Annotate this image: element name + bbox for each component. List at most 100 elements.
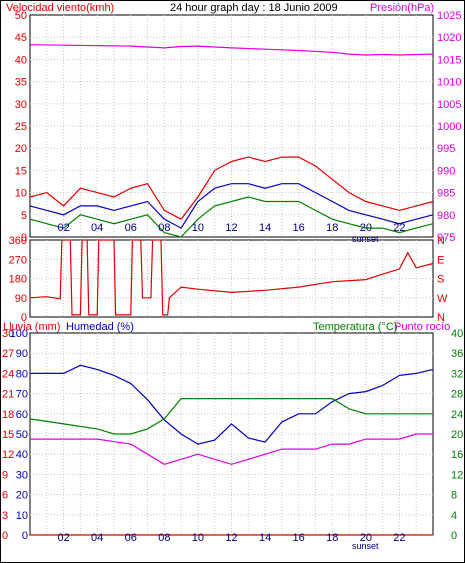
hour-tick-top: 18 xyxy=(326,222,338,234)
hour-tick-top: 04 xyxy=(91,222,103,234)
pressure-tick: 1005 xyxy=(437,99,461,111)
rain-tick: 30 xyxy=(2,328,14,340)
rain-tick: 18 xyxy=(2,409,14,421)
humidity-tick: 60 xyxy=(16,409,28,421)
humidity-tick: 0 xyxy=(22,530,28,542)
wind-speed-tick: 50 xyxy=(15,10,27,22)
wind-speed-tick: 0 xyxy=(21,232,27,244)
pressure-tick: 975 xyxy=(437,232,455,244)
hour-tick-bottom: 14 xyxy=(259,532,271,544)
pressure-tick: 1020 xyxy=(437,32,461,44)
rain-tick: 6 xyxy=(2,490,8,502)
hour-tick-bottom: 06 xyxy=(125,532,137,544)
wind-speed-title: Velocidad viento(kmh) xyxy=(6,2,114,14)
temperature-tick: 32 xyxy=(451,368,463,380)
compass-tick: W xyxy=(437,293,448,305)
hour-tick-bottom: 02 xyxy=(57,532,69,544)
temperature-tick: 28 xyxy=(451,389,463,401)
pressure-tick: 995 xyxy=(437,143,455,155)
pressure-tick: 1015 xyxy=(437,54,461,66)
direction-degree-tick: 270 xyxy=(9,254,27,266)
series-wind_min xyxy=(29,196,434,238)
direction-degree-tick: 180 xyxy=(9,274,27,286)
hour-tick-bottom: 12 xyxy=(225,532,237,544)
hour-tick-bottom: 20 xyxy=(360,532,372,544)
wind-speed-tick: 10 xyxy=(15,188,27,200)
hour-tick-top: 20 xyxy=(360,222,372,234)
hour-tick-top: 02 xyxy=(57,222,69,234)
hour-tick-bottom: 08 xyxy=(158,532,170,544)
humidity-tick: 90 xyxy=(16,348,28,360)
series-wind_avg xyxy=(29,183,434,229)
wind-speed-tick: 5 xyxy=(21,210,27,222)
hour-tick-top: 16 xyxy=(293,222,305,234)
rain-tick: 3 xyxy=(2,510,8,522)
wind-speed-tick: 20 xyxy=(15,143,27,155)
pressure-tick: 980 xyxy=(437,210,455,222)
series-pressure xyxy=(29,44,434,56)
temperature-tick: 40 xyxy=(451,328,463,340)
compass-tick: S xyxy=(437,274,444,286)
compass-tick: E xyxy=(437,254,444,266)
hour-tick-top: 12 xyxy=(225,222,237,234)
wind-speed-tick: 45 xyxy=(15,32,27,44)
graph-title: 24 hour graph day : 18 Junio 2009 xyxy=(170,2,338,14)
hour-tick-top: 06 xyxy=(125,222,137,234)
direction-degree-tick: 360 xyxy=(9,235,27,247)
hour-tick-bottom: 22 xyxy=(393,532,405,544)
humidity-tick: 40 xyxy=(16,449,28,461)
rain-tick: 0 xyxy=(2,530,8,542)
direction-degree-tick: 90 xyxy=(15,293,27,305)
temperature-tick: 20 xyxy=(451,429,463,441)
rain-tick: 27 xyxy=(2,348,14,360)
hour-tick-bottom: 04 xyxy=(91,532,103,544)
pressure-tick: 990 xyxy=(437,165,455,177)
sunset-label-top: sunset xyxy=(352,234,379,244)
pressure-tick: 1000 xyxy=(437,121,461,133)
rain-title: Lluvia (mm) xyxy=(3,321,60,333)
humidity-tick: 100 xyxy=(10,328,28,340)
hour-tick-bottom: 18 xyxy=(326,532,338,544)
series-layer xyxy=(29,44,434,536)
humidity-tick: 50 xyxy=(16,429,28,441)
pressure-tick: 1010 xyxy=(437,77,461,89)
series-direction xyxy=(29,239,434,316)
temperature-tick: 0 xyxy=(451,530,457,542)
tick-label-layer: 0510152025303540455097598098599099510001… xyxy=(2,10,463,544)
rain-tick: 12 xyxy=(2,449,14,461)
compass-tick: N xyxy=(437,235,445,247)
temperature-tick: 12 xyxy=(451,469,463,481)
humidity-tick: 10 xyxy=(16,510,28,522)
wind-speed-tick: 30 xyxy=(15,99,27,111)
temperature-tick: 36 xyxy=(451,348,463,360)
temperature-tick: 8 xyxy=(451,490,457,502)
rain-tick: 24 xyxy=(2,368,14,380)
compass-tick: N xyxy=(437,312,445,324)
wind-speed-tick: 40 xyxy=(15,54,27,66)
dewpoint-title: Punto rocío xyxy=(394,321,450,333)
sunset-label-bottom: sunset xyxy=(352,541,379,551)
rain-tick: 15 xyxy=(2,429,14,441)
rain-tick: 9 xyxy=(2,469,8,481)
humidity-tick: 20 xyxy=(16,490,28,502)
temperature-tick: 4 xyxy=(451,510,457,522)
temperature-tick: 16 xyxy=(451,449,463,461)
series-dewpoint xyxy=(30,433,433,465)
humidity-tick: 30 xyxy=(16,469,28,481)
series-temperature xyxy=(29,398,433,435)
hour-tick-top: 08 xyxy=(158,222,170,234)
hour-tick-top: 22 xyxy=(393,222,405,234)
wind-speed-tick: 25 xyxy=(15,121,27,133)
direction-degree-tick: 0 xyxy=(21,312,27,324)
hour-tick-bottom: 16 xyxy=(293,532,305,544)
humidity-title: Humedad (%) xyxy=(66,321,134,333)
hour-tick-top: 14 xyxy=(259,222,271,234)
wind-speed-tick: 15 xyxy=(15,165,27,177)
temperature-title: Temperatura (°C) xyxy=(313,321,397,333)
temperature-tick: 24 xyxy=(451,409,463,421)
pressure-tick: 985 xyxy=(437,188,455,200)
pressure-tick: 1025 xyxy=(437,10,461,22)
wind-speed-tick: 35 xyxy=(15,77,27,89)
